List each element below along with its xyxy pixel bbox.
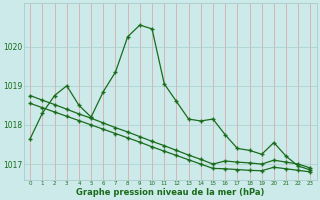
X-axis label: Graphe pression niveau de la mer (hPa): Graphe pression niveau de la mer (hPa) xyxy=(76,188,265,197)
